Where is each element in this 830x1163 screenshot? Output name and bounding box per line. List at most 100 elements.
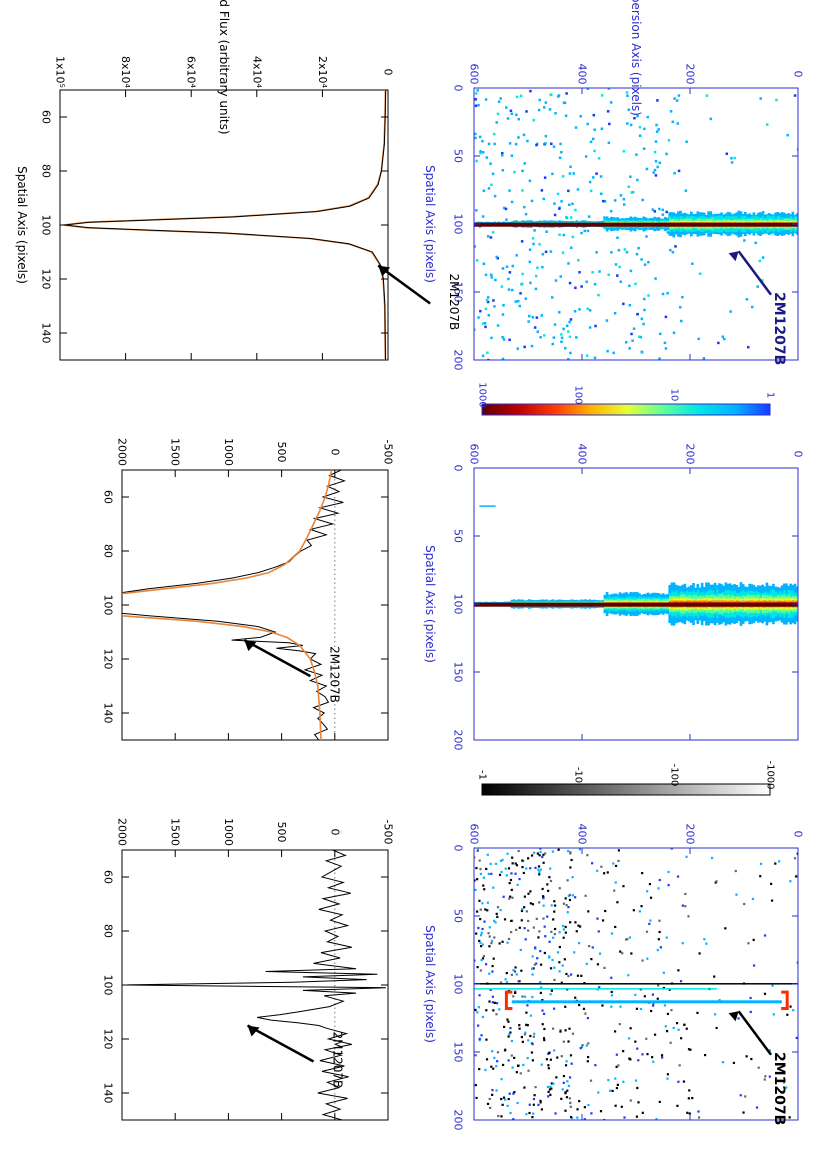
x-tick-label: 120 xyxy=(40,269,53,290)
colorbar-tick-label: 100 xyxy=(573,385,584,404)
image-content xyxy=(474,468,798,740)
x-tick-label: 60 xyxy=(102,490,115,504)
y-axis-label: Summed Flux (arbitrary units) xyxy=(217,0,231,135)
y-tick-label: 600 xyxy=(468,824,481,845)
colorbar-heat: 1 10 100 1000 xyxy=(477,382,776,416)
y-tick-label: 600 xyxy=(468,64,481,85)
arrow xyxy=(243,639,311,678)
plot-frame xyxy=(121,469,389,741)
y-tick-label: 0 xyxy=(792,451,805,458)
annotation-2m1207b: 2M1207B xyxy=(327,646,341,703)
image-panel-1: 0 50 100 150 200 0 200 400 600 Spatial Axis (pixe… xyxy=(423,0,805,371)
y-tick-label: 200 xyxy=(684,64,697,85)
x-tick-label: 0 xyxy=(452,465,465,472)
x-tick-label: 50 xyxy=(452,149,465,163)
arrowhead xyxy=(728,1011,739,1022)
residual-line xyxy=(474,988,717,990)
x-tick-label: 80 xyxy=(40,164,53,178)
annotation-2m1207b: 2M1207B xyxy=(771,292,787,365)
colorbar-gray: -1 -10 -100 -1000 xyxy=(477,760,776,796)
y-tick-label: 1x10⁵ xyxy=(54,56,67,88)
y-axis-label: Dispersion Axis (pixels) xyxy=(629,0,643,116)
x-tick-label: 60 xyxy=(40,110,53,124)
y-tick-label: 0 xyxy=(328,449,341,456)
y-tick-label: 4x10⁴ xyxy=(250,56,263,89)
x-tick-label: 100 xyxy=(452,594,465,615)
y-tick-label: 2000 xyxy=(116,438,129,466)
x-tick-label: 50 xyxy=(452,909,465,923)
colorbar-tick-label: 1 xyxy=(765,392,776,398)
x-tick-label: 200 xyxy=(452,350,465,371)
x-tick-label: 150 xyxy=(452,282,465,303)
y-tick-label: 0 xyxy=(792,831,805,838)
x-tick-label: 80 xyxy=(102,924,115,938)
series-line-2 xyxy=(122,470,333,740)
x-tick-label: 200 xyxy=(452,1110,465,1131)
colorbar-frame xyxy=(481,783,771,796)
residual-line xyxy=(474,983,798,985)
image-content xyxy=(474,848,798,1120)
x-axis-label: Spatial Axis (pixels) xyxy=(423,165,437,283)
x-tick-label: 120 xyxy=(102,1029,115,1050)
plot-content xyxy=(122,470,346,740)
annotation-2m1207b: 2M1207B xyxy=(447,274,461,331)
x-axis-label: Spatial Axis (pixels) xyxy=(15,166,29,284)
x-tick-label: 0 xyxy=(452,85,465,92)
arrow xyxy=(246,1024,315,1063)
y-tick-label: 0 xyxy=(328,829,341,836)
y-tick-label: 400 xyxy=(576,824,589,845)
colorbar-tick-label: -1000 xyxy=(765,760,776,789)
plot-frame xyxy=(59,89,389,361)
x-tick-label: 100 xyxy=(102,595,115,616)
y-tick-label: -500 xyxy=(382,820,395,845)
y-tick-label: 0 xyxy=(792,71,805,78)
y-tick-label: 8x10⁴ xyxy=(119,56,132,89)
arrow xyxy=(377,264,431,305)
y-tick-label: 400 xyxy=(576,64,589,85)
colorbar-tick-label: -100 xyxy=(669,764,680,787)
colorbar-tick-label: -1 xyxy=(477,770,488,780)
plot-content xyxy=(122,850,386,1120)
annotation-2m1207b: 2M1207B xyxy=(331,1032,345,1089)
arrowhead xyxy=(728,251,739,262)
x-tick-label: 200 xyxy=(452,730,465,751)
x-tick-label: 140 xyxy=(102,703,115,724)
annotation-2m1207b: 2M1207B xyxy=(771,1052,787,1125)
arrow xyxy=(737,1010,773,1056)
plot-panel-1: 60 80 100 120 140 0 2x10⁴ 4x10⁴ 6x10⁴ 8x10⁴ 1x10⁵ S… xyxy=(15,0,461,361)
x-tick-label: 50 xyxy=(452,529,465,543)
arrowhead xyxy=(244,640,257,652)
x-tick-label: 140 xyxy=(102,1083,115,1104)
colorbar-tick-label: -10 xyxy=(573,767,584,783)
y-tick-label: 400 xyxy=(576,444,589,465)
spectral-trace xyxy=(474,222,798,227)
colorbar-frame xyxy=(481,403,771,416)
x-axis-label: Spatial Axis (pixels) xyxy=(423,545,437,663)
arrowhead xyxy=(378,265,391,277)
y-tick-label: 2x10⁴ xyxy=(316,56,329,89)
x-tick-label: 100 xyxy=(102,975,115,996)
x-tick-label: 100 xyxy=(40,215,53,236)
y-tick-label: 500 xyxy=(275,822,288,843)
colorbar-tick-label: 1000 xyxy=(477,382,488,407)
y-tick-label: 200 xyxy=(684,824,697,845)
image-panel-2: 0 50 100 150 200 0 200 400 600 Spatial Axis (pixe… xyxy=(423,444,805,751)
y-tick-label: 1500 xyxy=(169,438,182,466)
bracket xyxy=(504,990,513,1010)
x-tick-label: 60 xyxy=(102,870,115,884)
y-tick-label: 200 xyxy=(684,444,697,465)
y-tick-label: 600 xyxy=(468,444,481,465)
x-tick-label: 150 xyxy=(452,1042,465,1063)
y-tick-label: 1000 xyxy=(222,818,235,846)
plot-panel-2: 60 80 100 120 140 -500 0 500 1000 1500 2000 2M1207B xyxy=(102,438,395,741)
y-tick-label: 6x10⁴ xyxy=(185,56,198,89)
y-tick-label: 0 xyxy=(382,69,395,76)
plot-panel-3: 60 80 100 120 140 -500 0 500 1000 1500 2000 2M1207B xyxy=(102,818,395,1121)
x-tick-label: 80 xyxy=(102,544,115,558)
bracket xyxy=(781,990,789,1010)
y-tick-label: 1000 xyxy=(222,438,235,466)
colorbar-tick-label: 10 xyxy=(669,389,680,402)
series-line-1 xyxy=(122,850,386,1120)
x-axis-label: Spatial Axis (pixels) xyxy=(423,925,437,1043)
